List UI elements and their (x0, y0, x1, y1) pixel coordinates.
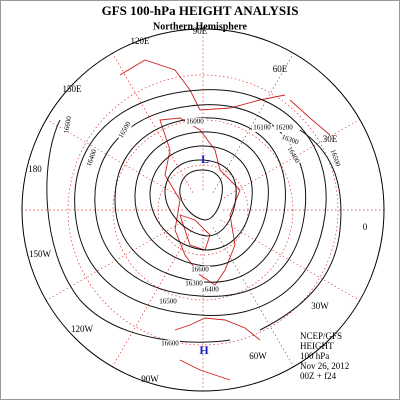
contour-label-bg (184, 280, 204, 288)
info-text: Nov 26, 2012 (300, 361, 349, 371)
info-text: 00Z + f24 (300, 371, 337, 381)
map-subtitle: Northern Hemisphere (153, 21, 248, 32)
info-text: 100 hPa (300, 351, 329, 361)
contour-label-bg (279, 132, 301, 148)
meridian (212, 53, 294, 193)
contour-label-bg (116, 119, 134, 141)
contour-label-bg (200, 286, 220, 294)
pressure-center: H (199, 343, 209, 357)
contour-label-bg (158, 298, 178, 306)
info-text: HEIGHT (300, 341, 334, 351)
contour-label: 16100 (253, 124, 271, 132)
contour-label: 16500 (159, 298, 177, 306)
meridian (220, 119, 360, 201)
longitude-label: 120W (71, 324, 94, 334)
map-boundary (21, 28, 385, 392)
contour-label-bg (252, 124, 272, 132)
latitude-circle (67, 74, 339, 346)
coastlines (119, 59, 331, 381)
contour-label-bg (84, 147, 100, 169)
contour-label-bg (327, 147, 343, 169)
contour-label-bg (190, 266, 210, 274)
graticule (22, 29, 384, 391)
contour-label: 16600 (191, 266, 209, 274)
latitude-circle (112, 119, 294, 301)
longitude-label: 90W (141, 374, 159, 384)
map-title: GFS 100-hPa HEIGHT ANALYSIS (102, 3, 299, 18)
contour-label: 16600 (62, 115, 73, 134)
contour-label-bg (160, 340, 180, 348)
longitude-label: 0 (363, 222, 368, 232)
contour-label: 16600 (161, 340, 179, 348)
meridian (212, 227, 294, 367)
contour-label: 16000 (186, 118, 204, 126)
height-contours (46, 89, 342, 343)
contour-label-bg (274, 124, 294, 132)
longitude-label: 60W (249, 351, 267, 361)
contour-label-bg (284, 144, 302, 166)
longitude-label: 30E (323, 134, 338, 144)
info-text: NCEP/GFS (300, 331, 342, 341)
longitude-label: 120E (131, 36, 151, 46)
longitude-label: 180 (28, 164, 42, 174)
longitude-label: 90E (193, 26, 208, 36)
contour-label-bg (185, 118, 205, 126)
longitude-label: 150W (29, 249, 52, 259)
meridian (112, 53, 194, 193)
contour-label: 16300 (185, 280, 203, 288)
longitude-label: 30W (311, 301, 329, 311)
meridian (220, 219, 360, 301)
longitude-label: 60E (273, 64, 288, 74)
contour-label: 16200 (275, 124, 293, 132)
contour-label: 16400 (201, 286, 219, 294)
longitude-label: 150E (63, 84, 83, 94)
contour-label-bg (62, 114, 74, 136)
meridian (46, 119, 186, 201)
meridian (112, 227, 194, 367)
pressure-center: L (201, 152, 209, 166)
